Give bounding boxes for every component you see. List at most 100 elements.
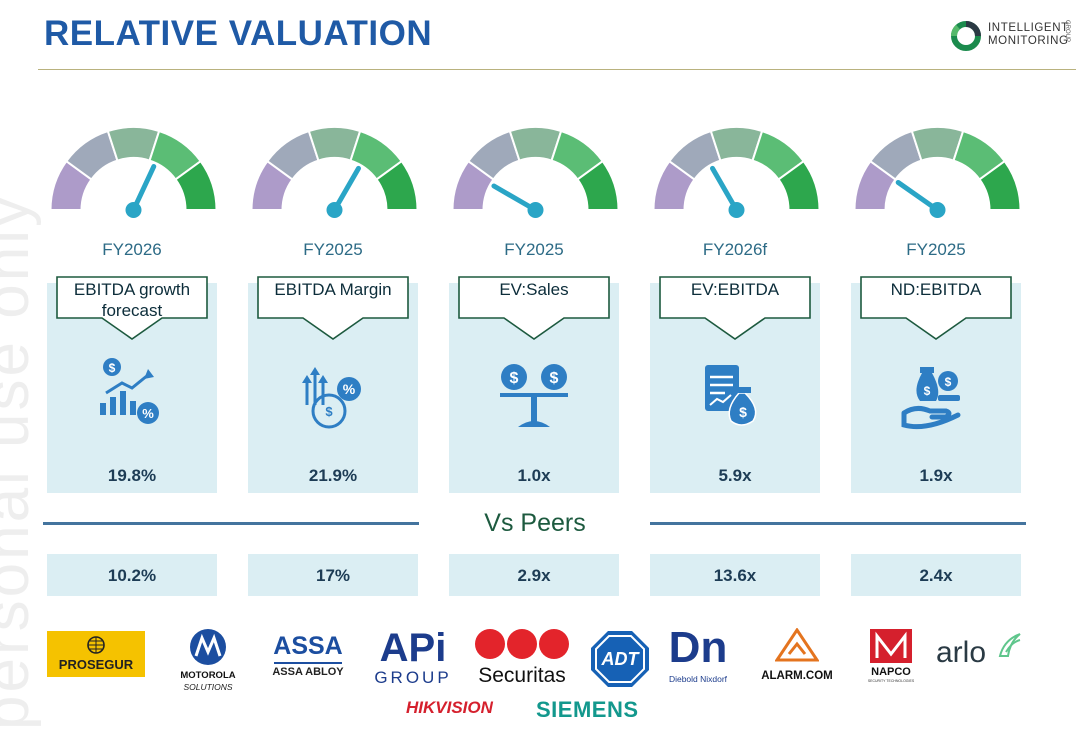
securitas-logo: Securitas (470, 628, 574, 688)
svg-text:%: % (142, 406, 154, 421)
prosegur-text: PROSEGUR (58, 657, 134, 672)
napco-text: NAPCO (871, 666, 911, 678)
motorola-batwing-icon (190, 629, 226, 665)
alarm-com-text: ALARM.COM (761, 670, 833, 682)
gauge-ev-ebitda (652, 126, 821, 218)
arlo-text: arlo (936, 636, 987, 669)
metric-label-line-1: EV:Sales (499, 280, 569, 299)
vs-peers-label: Vs Peers (484, 509, 586, 537)
watermark: personal use only (0, 193, 42, 730)
diebold-text: Diebold Nixdorf (668, 674, 728, 684)
napco-sub-text: SECURITY TECHNOLOGIES (867, 679, 915, 683)
metric-card-nd-ebitda: ND:EBITDA $ $ 1.9x (851, 276, 1021, 493)
gauge-hub (125, 202, 142, 218)
hand-money-bag-icon: $ $ (901, 367, 961, 430)
peer-value: 17% (315, 566, 351, 585)
arlo-bird-icon (998, 633, 1021, 657)
logo-ring-icon (950, 21, 981, 51)
globe-icon (87, 636, 105, 654)
api-group-text: GROUP (374, 668, 452, 687)
api-group-logo: APi GROUP (373, 628, 453, 688)
metric-value: 19.8% (107, 466, 157, 485)
svg-text:$: $ (739, 404, 747, 420)
adt-text: ADT (601, 649, 639, 669)
gauge-needle (332, 165, 361, 213)
period-ebitda-margin: FY2025 (303, 240, 363, 259)
gauge-ebitda-growth (49, 126, 218, 218)
gauge-segment (978, 159, 1022, 211)
hikvision-text: HIKVISION (406, 698, 493, 717)
metric-label-line-1: EV:EBITDA (690, 280, 780, 299)
peer-card-ebitda-margin: 17% (248, 554, 418, 596)
metric-card-ebitda-growth: EBITDA growth forecast $ % 19.8% (47, 276, 217, 493)
svg-text:$: $ (325, 404, 333, 419)
gauge-needle (491, 183, 538, 213)
motorola-text: MOTOROLA (180, 670, 236, 681)
diebold-mark: Dn (668, 623, 728, 672)
metric-label-box: EBITDA growth forecast (56, 276, 208, 340)
peer-card-nd-ebitda: 2.4x (851, 554, 1021, 596)
period-nd-ebitda: FY2025 (906, 240, 966, 259)
svg-text:$: $ (109, 361, 116, 375)
company-logo: INTELLIGENT MONITORING GROUP (948, 18, 1078, 54)
napco-logo: NAPCO SECURITY TECHNOLOGIES (860, 628, 922, 686)
alarm-house-icon (775, 628, 819, 662)
gauge-segment (174, 159, 218, 211)
arlo-logo: arlo (936, 633, 1026, 676)
period-ebitda-growth: FY2026 (102, 240, 162, 259)
period-ev-ebitda: FY2026f (702, 240, 768, 259)
svg-text:$: $ (924, 384, 931, 398)
peer-value: 2.4x (919, 566, 953, 585)
siemens-text: SIEMENS (536, 697, 639, 722)
peers-divider-left (43, 522, 419, 525)
gauge-nd-ebitda (853, 126, 1022, 218)
prosegur-logo: PROSEGUR (47, 631, 145, 677)
peer-value: 10.2% (107, 566, 157, 585)
gauge-segment (375, 159, 419, 211)
metric-value: 1.0x (517, 466, 551, 485)
metric-label-line-1: EBITDA growth (73, 280, 191, 299)
peer-card-ev-sales: 2.9x (449, 554, 619, 596)
api-text: APi (379, 626, 447, 670)
motorola-logo: MOTOROLA SOLUTIONS (166, 628, 250, 696)
metric-value: 21.9% (308, 466, 358, 485)
logo-line-1: INTELLIGENT (988, 22, 1069, 34)
securitas-dots-icon (475, 629, 569, 659)
gauge-ebitda-margin (250, 126, 419, 218)
siemens-logo: SIEMENS (536, 697, 646, 723)
gauge-segment (576, 159, 620, 211)
gauge-hub (326, 202, 343, 218)
peer-value: 2.9x (517, 566, 551, 585)
assa-abloy-text: ASSA ABLOY (272, 666, 344, 678)
peer-card-ev-ebitda: 13.6x (650, 554, 820, 596)
motorola-sub-text: SOLUTIONS (183, 682, 233, 692)
metric-card-ev-ebitda: EV:EBITDA $ 5.9x (650, 276, 820, 493)
margin-percent-icon: $ % (302, 367, 361, 429)
gauge-needle (710, 165, 739, 213)
gauge-segment (777, 159, 821, 211)
metric-label-line-1: ND:EBITDA (890, 280, 982, 299)
metric-label-line-2: forecast (101, 301, 163, 320)
gauge-hub (527, 202, 544, 218)
gauge-needle (895, 179, 940, 213)
metric-card-ev-sales: EV:Sales $ $ 1.0x (449, 276, 619, 493)
metric-label-box: EV:EBITDA (659, 276, 811, 340)
peer-value: 13.6x (713, 566, 757, 585)
diebold-nixdorf-logo: Dn Diebold Nixdorf (662, 624, 734, 688)
balance-scale-icon: $ $ (500, 364, 568, 427)
logo-group-label: GROUP (1064, 20, 1070, 43)
adt-logo: ADT (590, 630, 650, 688)
metric-label-box: EBITDA Margin (257, 276, 409, 340)
metric-label-box: ND:EBITDA (860, 276, 1012, 340)
page-title: RELATIVE VALUATION (44, 14, 433, 53)
svg-text:$: $ (510, 370, 519, 387)
growth-chart-icon: $ % (100, 358, 159, 424)
gauge-hub (929, 202, 946, 218)
metric-value: 5.9x (718, 466, 752, 485)
svg-text:$: $ (945, 375, 952, 389)
financial-report-icon: $ (705, 365, 757, 426)
alarm-com-logo: ALARM.COM (750, 628, 844, 686)
napco-mark-icon (870, 629, 912, 663)
adt-octagon-icon (591, 631, 649, 687)
title-divider (38, 69, 1076, 70)
